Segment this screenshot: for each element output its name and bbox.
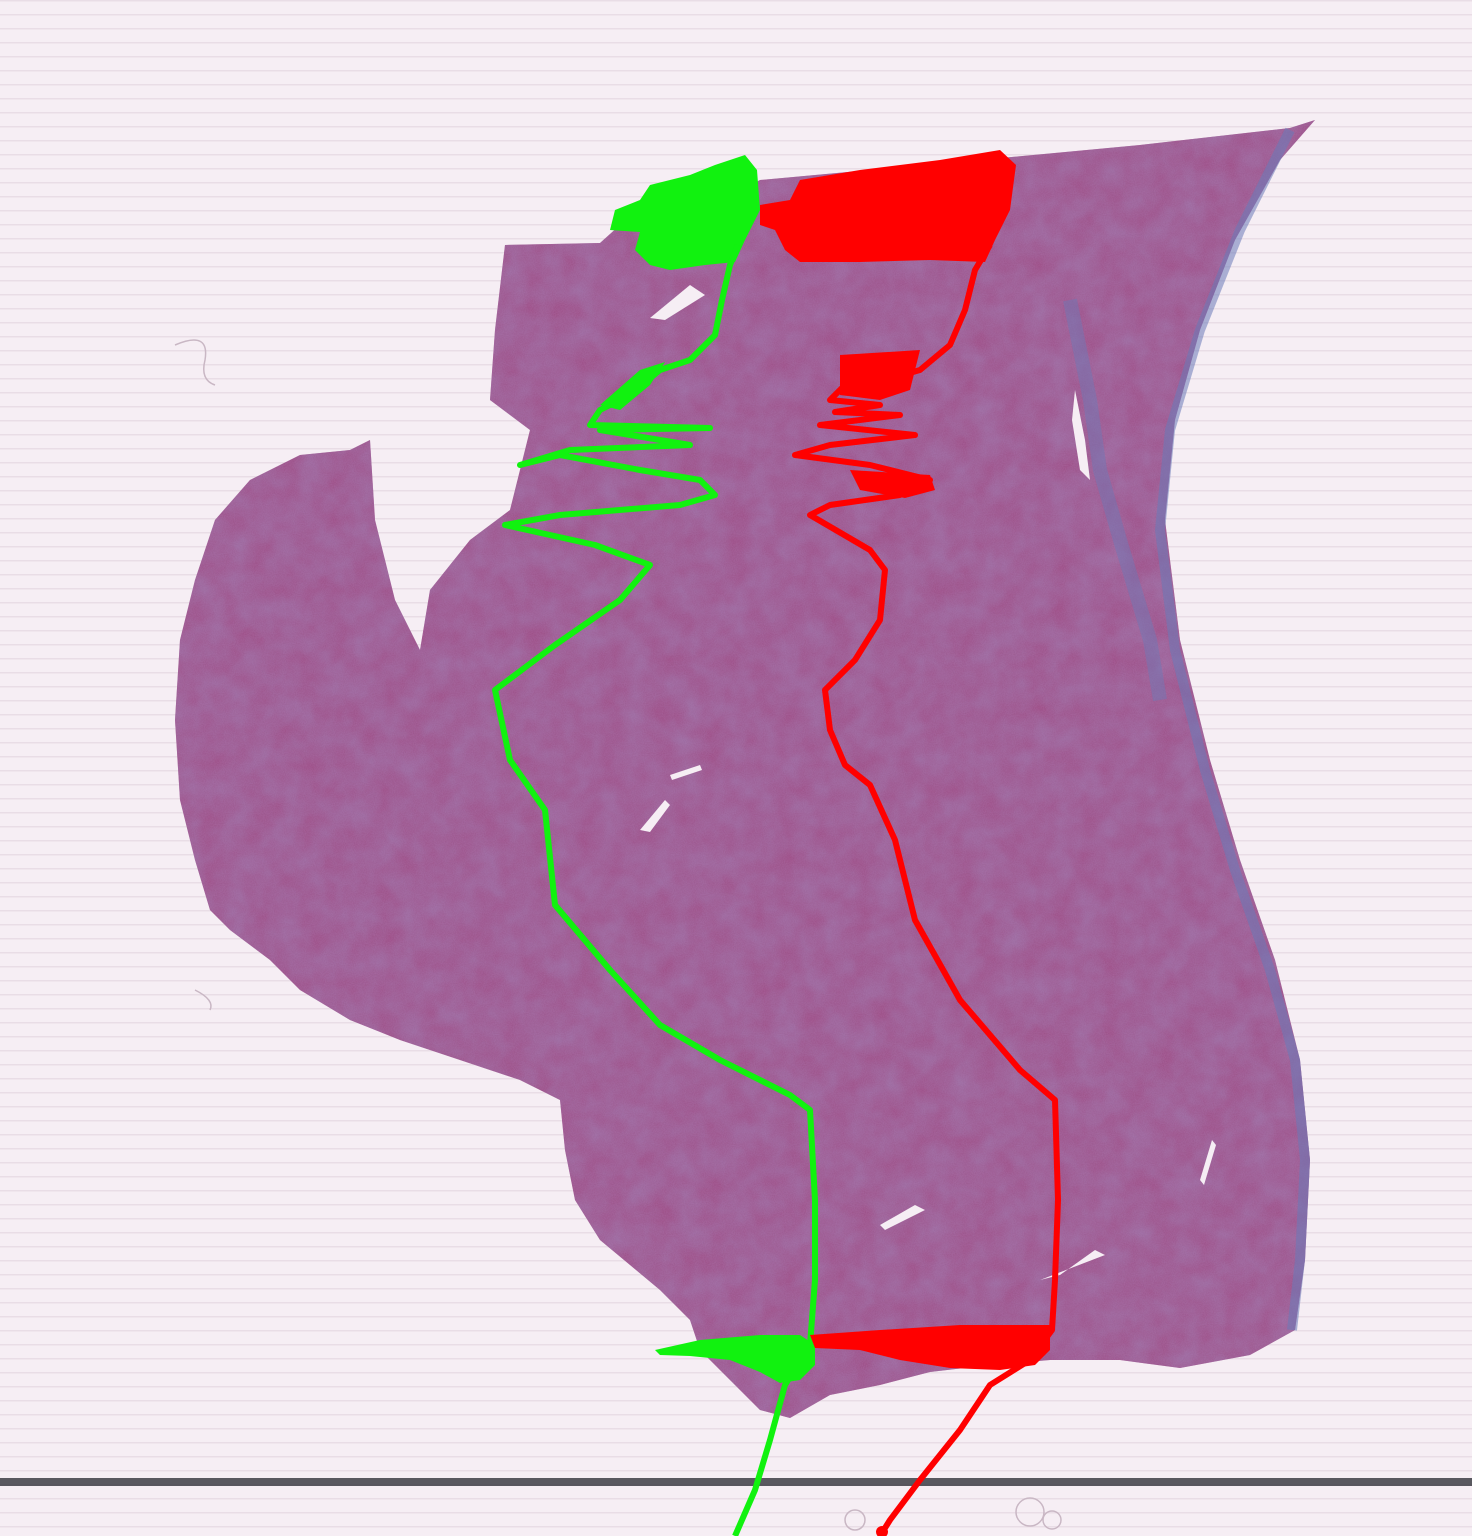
slide-debris [174,339,1062,1531]
red-annotation-top-blob [760,150,1016,262]
red-annotation-zigzag-fill [840,350,920,400]
green-annotation-top-blob [610,155,760,270]
red-annotation-zigzag-fill-2 [850,470,935,498]
green-annotation-zigzag-fill [600,362,665,410]
green-annotation [492,155,818,1536]
red-annotation [760,150,1061,1536]
green-annotation-bottom-blob [655,1335,815,1383]
red-annotation-bottom-blob [810,1325,1050,1370]
red-annotation-endpoint [876,1526,888,1536]
tissue-section [175,120,1315,1418]
slide-bottom-edge [0,1478,1472,1486]
red-annotation-line [792,243,1061,1536]
